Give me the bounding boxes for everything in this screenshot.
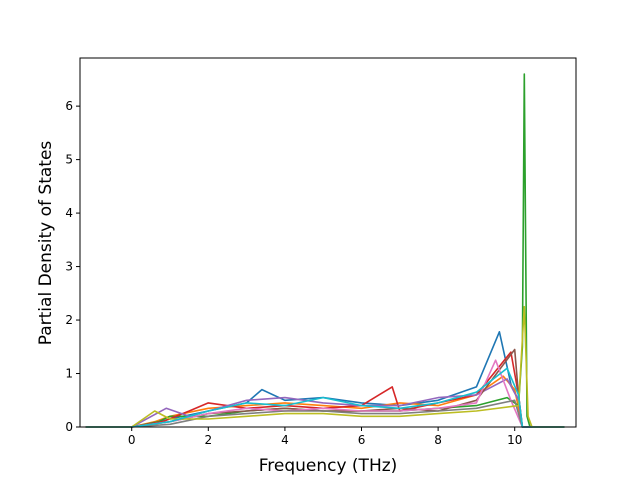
series-line-9	[85, 305, 565, 428]
y-axis-label: Partial Density of States	[36, 141, 56, 346]
y-tick-label: 5	[65, 153, 73, 167]
y-tick-label: 2	[65, 313, 73, 327]
x-tick-label: 8	[434, 433, 442, 447]
x-tick-label: 2	[204, 433, 212, 447]
series-line-5	[85, 378, 565, 428]
x-tick-label: 6	[358, 433, 366, 447]
y-tick-label: 1	[65, 367, 73, 381]
y-tick-label: 6	[65, 99, 73, 113]
series-line-10	[85, 367, 565, 428]
series-layer	[85, 73, 565, 428]
series-line-8	[85, 399, 565, 428]
plot-frame	[79, 57, 577, 428]
x-axis-label: Frequency (THz)	[259, 456, 398, 476]
x-tick-label: 0	[128, 433, 136, 447]
y-tick-label: 4	[65, 206, 73, 220]
x-tick-label: 10	[507, 433, 522, 447]
x-axis: 0 2 4 6 8 10	[128, 427, 522, 447]
y-axis: 0 1 2 3 4 5 6	[65, 99, 80, 434]
y-tick-label: 3	[65, 260, 73, 274]
x-tick-label: 4	[281, 433, 289, 447]
y-tick-label: 0	[65, 420, 73, 434]
